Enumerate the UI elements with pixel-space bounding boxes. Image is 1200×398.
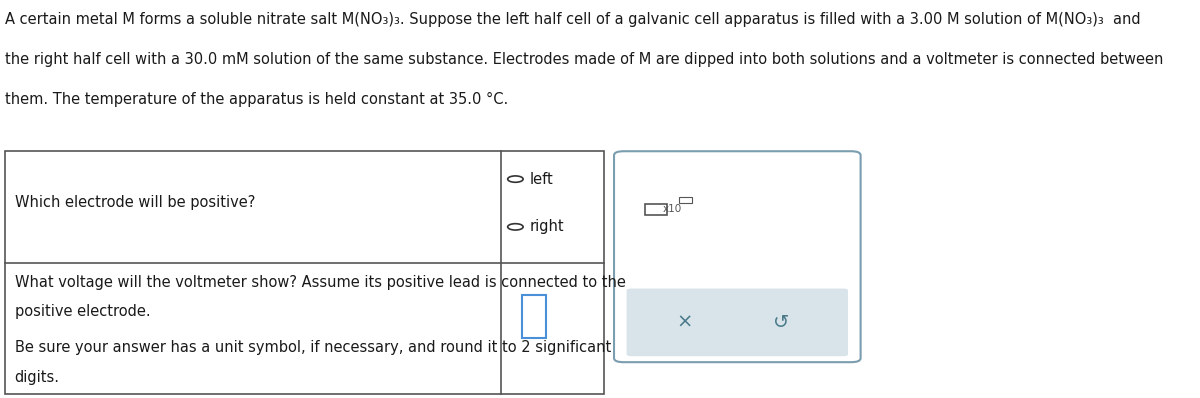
Text: x10: x10 [662,204,682,214]
Bar [5,151,605,394]
Bar [522,295,546,338]
Bar [679,197,691,203]
FancyBboxPatch shape [626,289,848,356]
FancyBboxPatch shape [614,151,860,362]
Text: right: right [530,219,564,234]
Text: What voltage will the voltmeter show? Assume its positive lead is connected to t: What voltage will the voltmeter show? As… [14,275,625,290]
Text: ×: × [676,313,692,332]
Text: digits.: digits. [14,370,60,385]
Bar [644,204,667,215]
Text: ↺: ↺ [773,313,790,332]
Text: Which electrode will be positive?: Which electrode will be positive? [14,195,254,211]
Text: A certain metal M forms a soluble nitrate salt M(NO₃)₃. Suppose the left half ce: A certain metal M forms a soluble nitrat… [5,12,1140,27]
Text: positive electrode.: positive electrode. [14,304,150,320]
Text: left: left [530,172,553,187]
Text: the right half cell with a 30.0 mM solution of the same substance. Electrodes ma: the right half cell with a 30.0 mM solut… [5,52,1163,67]
Text: them. The temperature of the apparatus is held constant at 35.0 °C.: them. The temperature of the apparatus i… [5,92,508,107]
Text: Be sure your answer has a unit symbol, if necessary, and round it to 2 significa: Be sure your answer has a unit symbol, i… [14,340,611,355]
